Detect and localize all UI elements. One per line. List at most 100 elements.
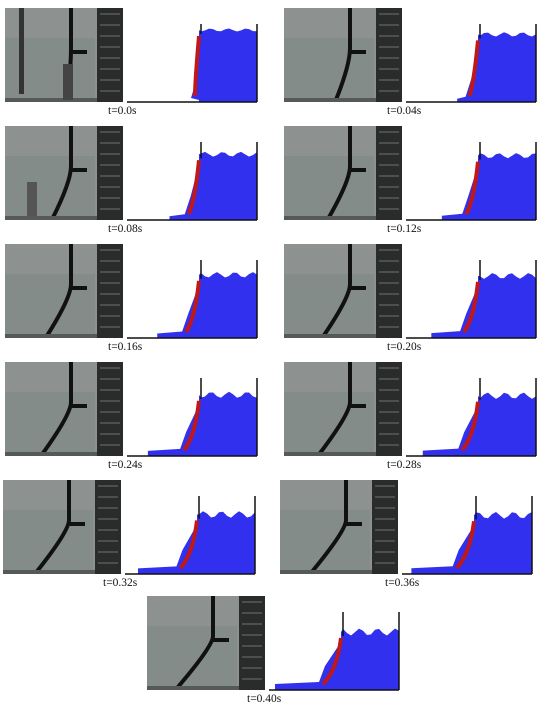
simulation-snapshot bbox=[123, 480, 261, 576]
experiment-photo bbox=[5, 362, 123, 456]
simulation-snapshot bbox=[404, 362, 542, 458]
release-gate bbox=[27, 182, 37, 216]
tank-frame bbox=[376, 126, 402, 220]
frame-panel: t=0.20s bbox=[284, 244, 542, 356]
time-caption: t=0.16s bbox=[108, 341, 143, 353]
time-caption: t=0.12s bbox=[387, 223, 422, 235]
elastic-plate bbox=[175, 596, 215, 690]
elastic-gate bbox=[464, 161, 480, 215]
elastic-gate bbox=[462, 281, 480, 334]
tank-floor bbox=[5, 334, 97, 338]
experiment-photo bbox=[147, 596, 265, 690]
frame-panel: t=0.24s bbox=[5, 362, 263, 474]
elastic-gate bbox=[186, 160, 201, 215]
tank-frame bbox=[376, 8, 402, 102]
water-body bbox=[441, 153, 536, 220]
water-body bbox=[137, 511, 255, 574]
plate-clamp bbox=[71, 50, 87, 54]
tank-floor bbox=[284, 452, 376, 456]
simulation-snapshot bbox=[404, 126, 542, 222]
frame-panel: t=0.08s bbox=[5, 126, 263, 238]
elastic-plate bbox=[40, 362, 73, 456]
simulation-snapshot bbox=[125, 126, 263, 222]
time-caption: t=0.28s bbox=[387, 459, 422, 471]
tank-water-tint bbox=[5, 38, 95, 102]
tank-water-tint bbox=[3, 510, 93, 574]
elastic-gate bbox=[184, 280, 201, 334]
plate-clamp bbox=[71, 404, 87, 408]
tank-floor bbox=[3, 570, 95, 574]
frame-panel: t=0.28s bbox=[284, 362, 542, 474]
plate-clamp bbox=[350, 168, 366, 172]
elastic-gate bbox=[467, 40, 480, 97]
plate-clamp bbox=[71, 168, 87, 172]
plate-clamp bbox=[69, 522, 85, 526]
simulation-snapshot bbox=[267, 596, 405, 692]
tank-frame bbox=[372, 480, 398, 574]
plate-clamp bbox=[350, 404, 366, 408]
frame-panel: t=0.36s bbox=[280, 480, 538, 592]
time-caption: t=0.04s bbox=[387, 105, 422, 117]
time-caption: t=0.40s bbox=[247, 693, 282, 705]
water-body bbox=[431, 273, 536, 338]
simulation-snapshot bbox=[404, 244, 542, 340]
experiment-photo bbox=[284, 362, 402, 456]
elastic-plate bbox=[321, 244, 352, 338]
gate-support bbox=[63, 64, 73, 100]
tank-frame bbox=[95, 480, 121, 574]
water-body bbox=[157, 272, 257, 338]
tank-floor bbox=[5, 452, 97, 456]
tank-floor bbox=[284, 334, 376, 338]
experiment-photo bbox=[284, 8, 402, 102]
water-body bbox=[147, 391, 257, 456]
elastic-plate bbox=[50, 126, 73, 219]
simulation-snapshot bbox=[125, 362, 263, 458]
water-body bbox=[422, 392, 536, 456]
tank-floor bbox=[5, 216, 97, 220]
time-caption: t=0.24s bbox=[108, 459, 143, 471]
plate-clamp bbox=[346, 522, 362, 526]
elastic-gate bbox=[182, 400, 201, 452]
tank-frame bbox=[97, 244, 123, 338]
elastic-plate bbox=[310, 480, 348, 574]
experiment-photo bbox=[284, 244, 402, 338]
elastic-plate bbox=[317, 362, 352, 456]
tank-frame bbox=[97, 126, 123, 220]
plate-clamp bbox=[213, 638, 229, 642]
experiment-photo bbox=[3, 480, 121, 574]
tank-floor bbox=[147, 686, 239, 690]
tank-floor bbox=[5, 98, 97, 102]
tank-floor bbox=[284, 216, 376, 220]
frame-panel: t=0.16s bbox=[5, 244, 263, 356]
time-caption: t=0.0s bbox=[108, 105, 137, 117]
experiment-photo bbox=[284, 126, 402, 220]
plate-clamp bbox=[350, 286, 366, 290]
experiment-photo bbox=[5, 126, 123, 220]
tank-frame bbox=[97, 362, 123, 456]
frame-panel: t=0.04s bbox=[284, 8, 542, 120]
simulation-snapshot bbox=[125, 8, 263, 104]
tank-floor bbox=[280, 570, 372, 574]
elastic-gate bbox=[455, 521, 476, 570]
simulation-snapshot bbox=[125, 244, 263, 340]
simulation-snapshot bbox=[400, 480, 538, 576]
tank-frame bbox=[239, 596, 265, 690]
tank-water-tint bbox=[284, 38, 374, 102]
tank-water-tint bbox=[147, 626, 237, 690]
elastic-gate bbox=[321, 637, 343, 686]
time-caption: t=0.32s bbox=[103, 577, 138, 589]
elastic-gate bbox=[178, 520, 199, 570]
plate-clamp bbox=[71, 286, 87, 290]
elastic-gate bbox=[460, 401, 480, 452]
plate-clamp bbox=[350, 50, 366, 54]
frame-panel: t=0.40s bbox=[147, 596, 405, 708]
experiment-photo bbox=[5, 244, 123, 338]
time-caption: t=0.20s bbox=[387, 341, 422, 353]
tank-water-tint bbox=[284, 392, 374, 456]
elastic-plate bbox=[334, 8, 352, 101]
tank-frame bbox=[97, 8, 123, 102]
time-caption: t=0.08s bbox=[108, 223, 143, 235]
release-gate bbox=[19, 8, 24, 94]
elastic-gate bbox=[193, 35, 201, 97]
frame-panel: t=0.12s bbox=[284, 126, 542, 238]
